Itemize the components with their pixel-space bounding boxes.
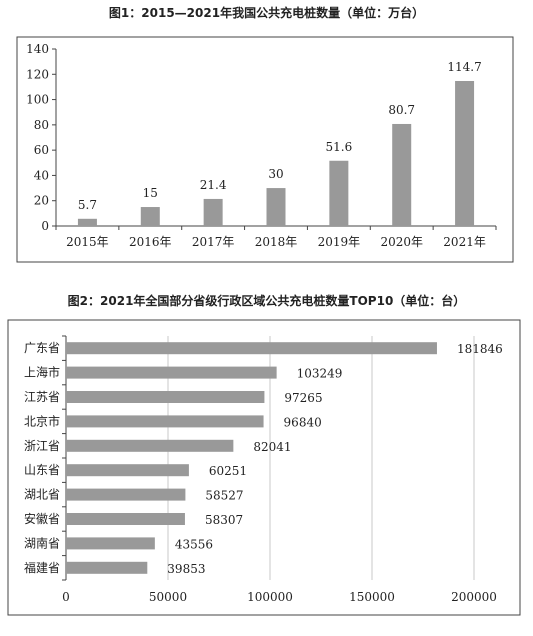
chart2-y-tick-label: 上海市 xyxy=(24,365,60,380)
chart1-bar xyxy=(455,80,475,227)
chart1-bar xyxy=(140,207,160,226)
chart2-data-label: 82041 xyxy=(253,440,291,454)
chart2-data-label: 181846 xyxy=(457,342,503,356)
chart1-data-label: 51.6 xyxy=(325,140,352,154)
chart1-x-tick-label: 2021年 xyxy=(443,235,486,249)
chart1-y-tick-label: 60 xyxy=(34,143,49,157)
chart1-x-tick-label: 2020年 xyxy=(380,235,423,249)
chart2-y-tick-label: 湖南省 xyxy=(24,535,60,550)
chart2-bar xyxy=(66,488,186,501)
chart2-bar xyxy=(66,342,437,355)
chart1-x-tick-label: 2019年 xyxy=(318,235,361,249)
chart1-data-label: 5.7 xyxy=(78,198,97,212)
chart2-data-label: 103249 xyxy=(297,367,343,381)
chart2-bar xyxy=(66,464,189,477)
chart2-x-tick-label: 100000 xyxy=(247,590,293,604)
chart2-frame xyxy=(7,319,521,616)
chart1-frame xyxy=(16,36,514,263)
chart1-y-tick-label: 80 xyxy=(34,118,49,132)
chart2-bar xyxy=(66,415,264,428)
chart2-y-tick-label: 山东省 xyxy=(24,463,60,477)
chart1-data-label: 114.7 xyxy=(447,60,481,74)
chart2-bar xyxy=(66,537,155,550)
chart1-data-label: 21.4 xyxy=(200,178,227,192)
chart2-data-label: 97265 xyxy=(284,391,322,405)
chart1-y-tick-label: 140 xyxy=(26,42,49,56)
chart2-y-tick-label: 江苏省 xyxy=(24,390,60,404)
chart1-title: 图1：2015—2021年我国公共充电桩数量（单位：万台） xyxy=(108,6,425,20)
chart2-x-tick-label: 200000 xyxy=(451,590,497,604)
chart2-bar xyxy=(66,561,148,574)
chart2-y-tick-label: 福建省 xyxy=(24,560,60,575)
chart2-y-tick-label: 湖北省 xyxy=(24,487,60,502)
chart1-x-tick-label: 2016年 xyxy=(129,235,172,249)
chart1-bar xyxy=(203,198,223,226)
chart1-bar xyxy=(77,218,97,226)
chart1-bar xyxy=(329,160,349,226)
chart2-bar xyxy=(66,366,277,379)
chart2-data-label: 60251 xyxy=(209,464,247,478)
chart2-y-tick-label: 广东省 xyxy=(24,341,60,355)
chart1-x-tick-label: 2015年 xyxy=(66,235,109,249)
chart1-y-tick-label: 40 xyxy=(34,168,49,182)
chart2-x-tick-label: 150000 xyxy=(349,590,395,604)
chart2-data-label: 58527 xyxy=(205,489,243,503)
chart2-y-tick-label: 安徽省 xyxy=(24,511,60,526)
chart1-y-tick-label: 0 xyxy=(41,219,49,233)
chart1-data-label: 30 xyxy=(268,167,283,181)
chart1-x-tick-label: 2018年 xyxy=(255,235,298,249)
chart2-bar xyxy=(66,513,185,525)
chart1-x-tick-label: 2017年 xyxy=(192,235,235,249)
chart1-y-tick-label: 100 xyxy=(26,93,49,107)
chart1-y-tick-label: 120 xyxy=(26,67,49,81)
chart2-x-tick-label: 50000 xyxy=(149,590,187,604)
chart1-bar xyxy=(392,123,412,226)
chart2-y-tick-label: 浙江省 xyxy=(24,439,60,453)
chart2-data-label: 39853 xyxy=(167,562,205,576)
chart2-data-label: 43556 xyxy=(175,537,213,551)
chart2-x-tick-label: 0 xyxy=(62,590,70,604)
chart1-bar xyxy=(266,188,286,226)
chart1-y-tick-label: 20 xyxy=(34,194,49,208)
chart2-bar xyxy=(66,439,234,452)
chart2-data-label: 58307 xyxy=(205,513,243,527)
chart2-bar xyxy=(66,391,265,403)
chart1-data-label: 80.7 xyxy=(388,103,415,117)
chart2-data-label: 96840 xyxy=(284,415,322,429)
chart2-y-tick-label: 北京市 xyxy=(24,413,60,428)
chart2-svg: 0 50000 100000 150000 200000 广东省 181846 上海市 1032… xyxy=(7,319,521,616)
chart1-svg: 0 20 40 60 80 100 120 140 5.7 2015年 15 2016年 21.4 201… xyxy=(16,36,514,263)
chart1-data-label: 15 xyxy=(143,186,158,200)
chart2-title: 图2：2021年全国部分省级行政区域公共充电桩数量TOP10（单位：台） xyxy=(67,294,466,308)
